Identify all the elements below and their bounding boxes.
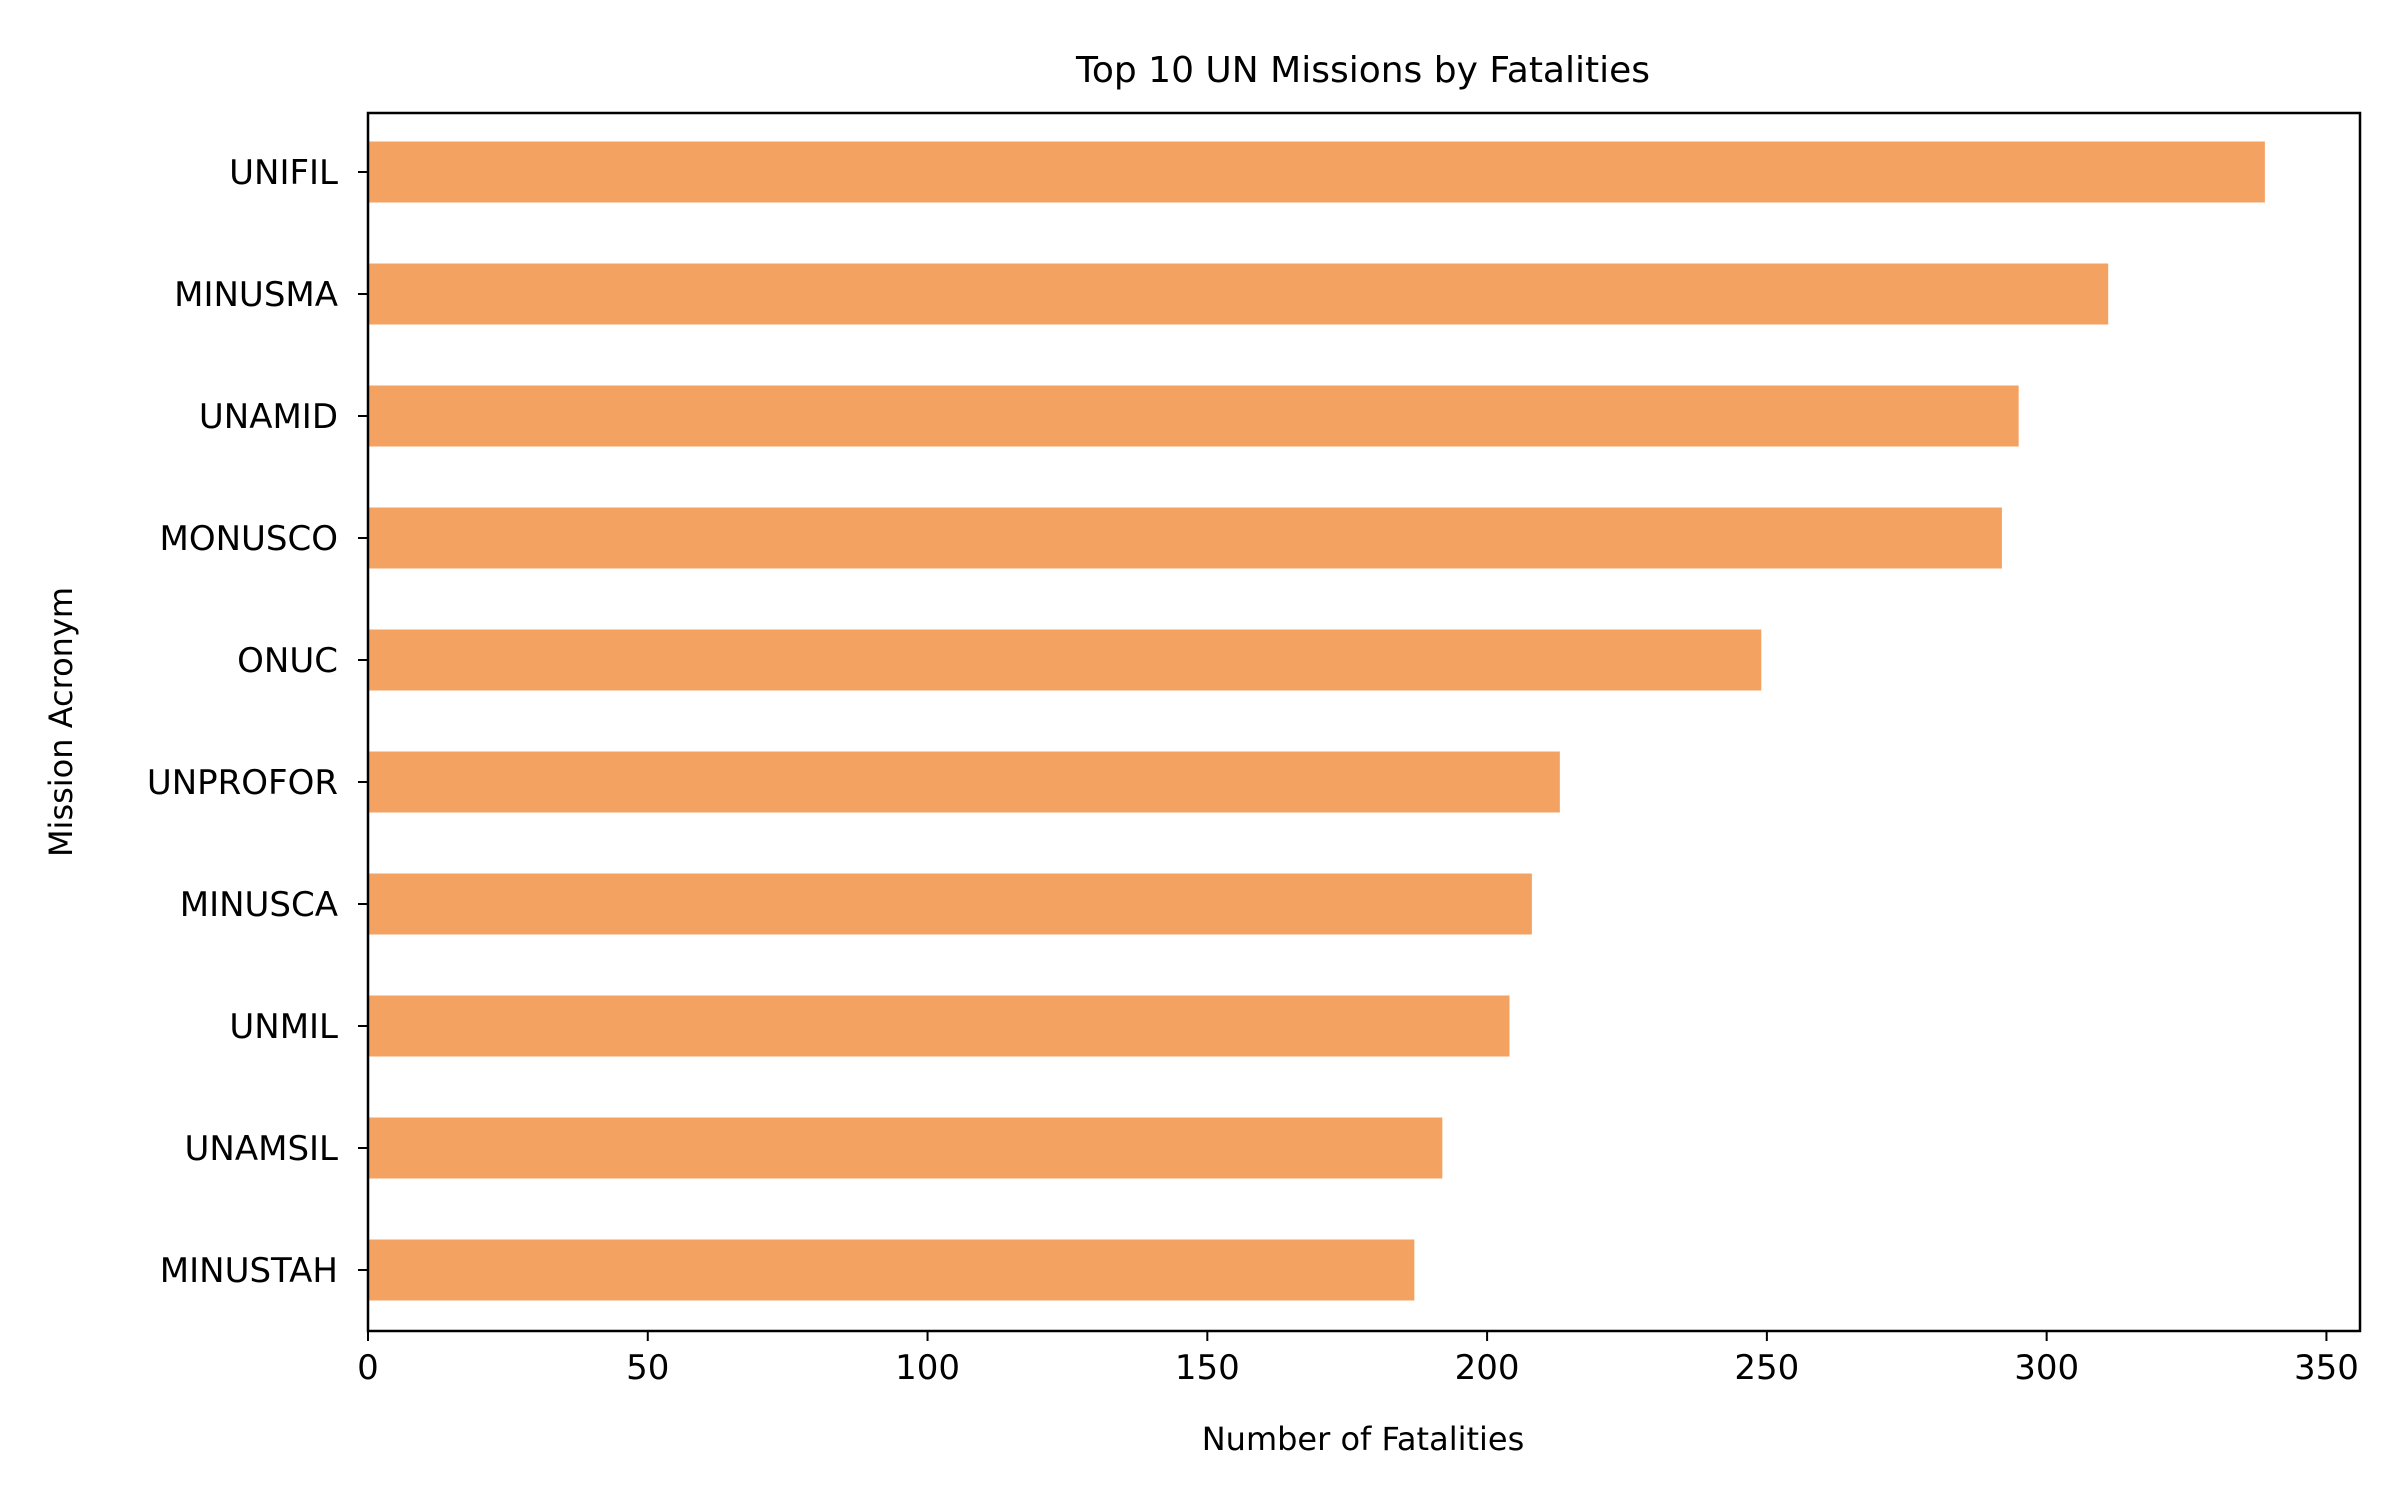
y-tick-label: UNIFIL xyxy=(229,153,338,193)
y-tick-label: UNAMID xyxy=(199,397,338,437)
bar xyxy=(368,995,1510,1057)
x-tick-label: 50 xyxy=(626,1348,669,1388)
y-axis-label: Mission Acronym xyxy=(42,587,80,857)
y-tick-label: MINUSCA xyxy=(180,885,338,925)
y-tick-label: MINUSTAH xyxy=(160,1251,338,1291)
y-tick-label: UNAMSIL xyxy=(185,1129,339,1169)
bars-group xyxy=(368,141,2265,1301)
x-tick-label: 250 xyxy=(1734,1348,1799,1388)
y-tick-label: MONUSCO xyxy=(160,519,339,559)
x-tick-label: 150 xyxy=(1175,1348,1240,1388)
bar xyxy=(368,1117,1443,1179)
x-tick-label: 100 xyxy=(895,1348,960,1388)
x-tick-label: 350 xyxy=(2294,1348,2359,1388)
bar xyxy=(368,141,2265,203)
y-axis: UNIFIL MINUSMA UNAMID MONUSCO ONUC UNPROFOR MI… xyxy=(147,153,368,1291)
x-axis: 0 50 100 150 200 250 300 350 xyxy=(357,1331,2359,1388)
bar xyxy=(368,751,1560,813)
x-tick-label: 300 xyxy=(2014,1348,2079,1388)
bar xyxy=(368,629,1762,691)
bar xyxy=(368,873,1532,935)
x-tick-label: 0 xyxy=(357,1348,379,1388)
x-tick-label: 200 xyxy=(1455,1348,1520,1388)
x-axis-label: Number of Fatalities xyxy=(1202,1420,1525,1458)
y-tick-label: UNPROFOR xyxy=(147,763,338,803)
bar xyxy=(368,385,2019,447)
bar xyxy=(368,1239,1415,1301)
bar xyxy=(368,507,2002,569)
bar xyxy=(368,263,2109,325)
y-tick-label: UNMIL xyxy=(229,1007,338,1047)
plot-frame xyxy=(366,111,2362,1333)
chart-title: Top 10 UN Missions by Fatalities xyxy=(1075,50,1650,91)
y-tick-label: ONUC xyxy=(237,641,338,681)
y-tick-label: MINUSMA xyxy=(174,275,338,315)
